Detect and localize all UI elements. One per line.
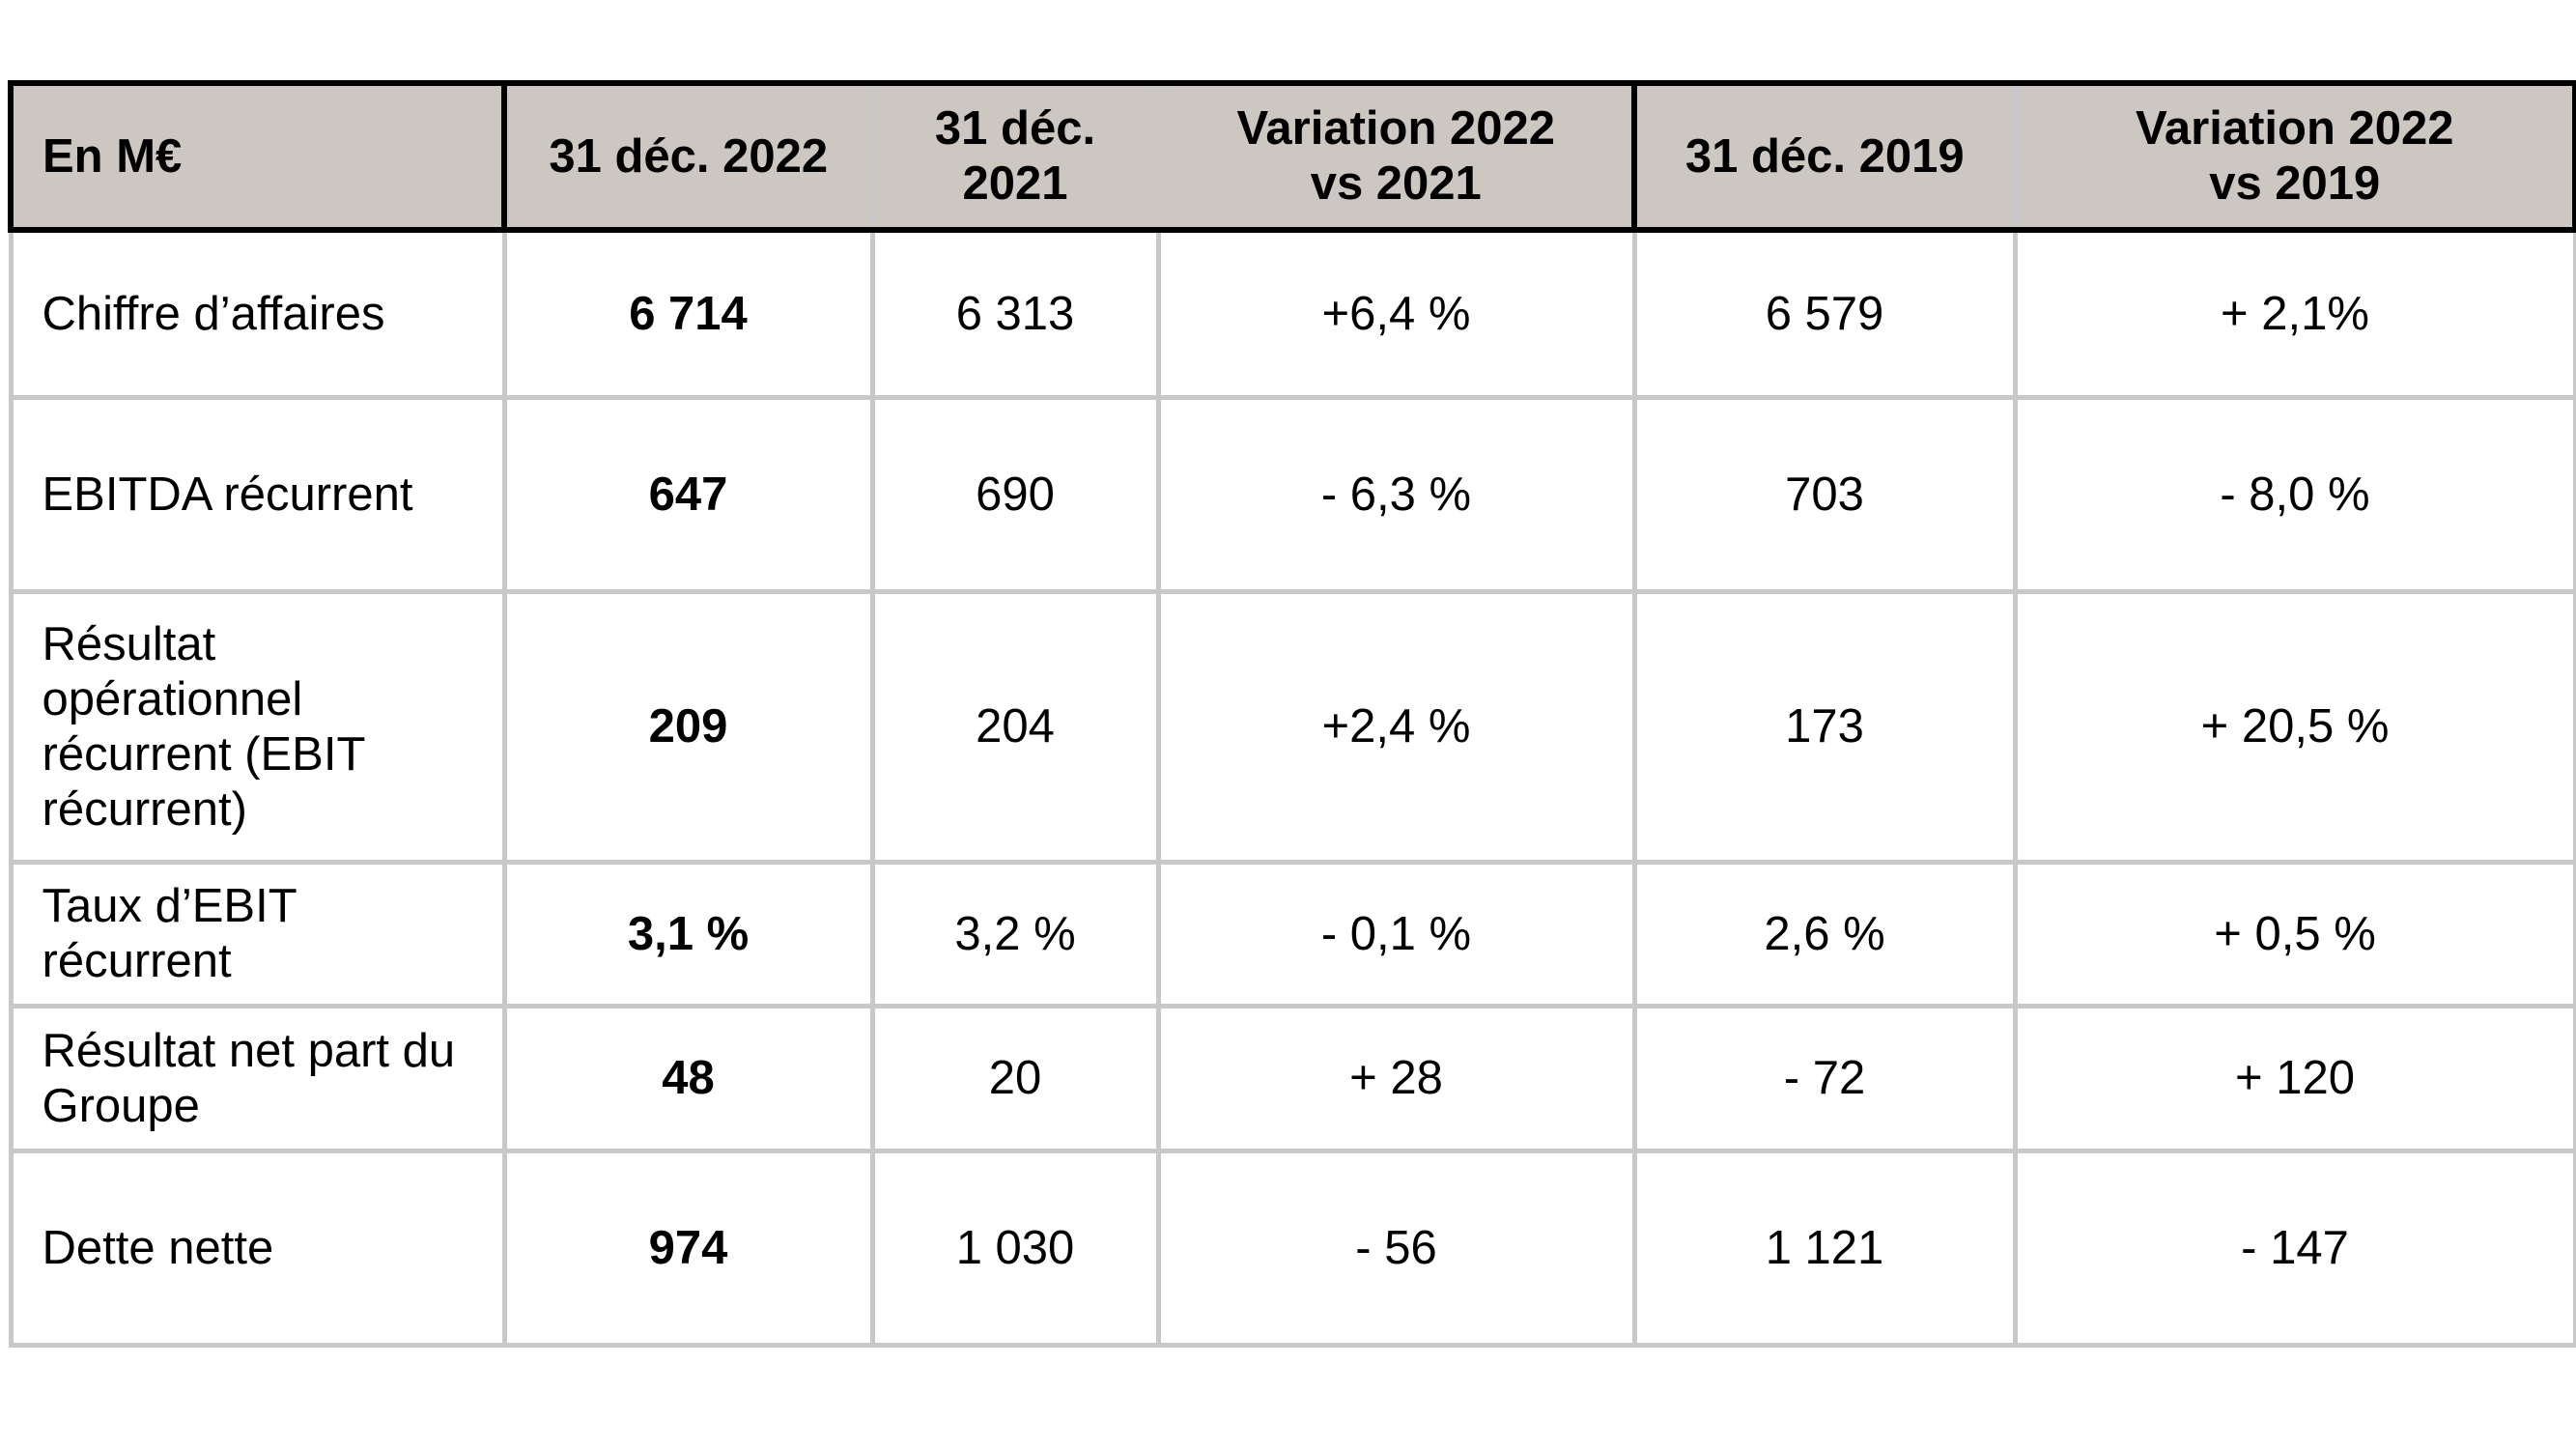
header-row: En M€ 31 déc. 2022 31 déc. 2021 Variatio… — [8, 80, 2576, 233]
cell-variation-2022-vs-2021: - 0,1 % — [1155, 860, 1637, 1009]
header-unit: En M€ — [8, 80, 507, 233]
row-label: Résultat net part du Groupe — [8, 1004, 507, 1153]
cell-variation-2022-vs-2021: +6,4 % — [1155, 227, 1637, 400]
cell-dec-2022: 6 714 — [501, 227, 875, 400]
cell-dec-2022: 647 — [501, 395, 875, 594]
header-variation-2022-vs-2019: Variation 2022 vs 2019 — [2012, 80, 2576, 233]
header-variation-2022-vs-2021: Variation 2022 vs 2021 — [1155, 80, 1637, 233]
cell-dec-2021: 204 — [869, 589, 1161, 865]
cell-variation-2022-vs-2019: + 0,5 % — [2012, 860, 2576, 1009]
cell-variation-2022-vs-2019: + 20,5 % — [2012, 589, 2576, 865]
table-body: Chiffre d’affaires 6 714 6 313 +6,4 % 6 … — [8, 227, 2576, 1348]
cell-variation-2022-vs-2021: - 6,3 % — [1155, 395, 1637, 594]
cell-dec-2021: 6 313 — [869, 227, 1161, 400]
cell-variation-2022-vs-2019: + 120 — [2012, 1004, 2576, 1153]
cell-dec-2019: 2,6 % — [1631, 860, 2018, 1009]
cell-variation-2022-vs-2021: +2,4 % — [1155, 589, 1637, 865]
cell-dec-2019: 703 — [1631, 395, 2018, 594]
cell-variation-2022-vs-2019: - 147 — [2012, 1149, 2576, 1348]
header-dec-2019: 31 déc. 2019 — [1631, 80, 2018, 233]
cell-dec-2019: 173 — [1631, 589, 2018, 865]
row-label: Résultat opérationnel récurrent (EBIT ré… — [8, 589, 507, 865]
table-row: Résultat opérationnel récurrent (EBIT ré… — [8, 589, 2576, 865]
cell-dec-2019: - 72 — [1631, 1004, 2018, 1153]
table-row: Dette nette 974 1 030 - 56 1 121 - 147 — [8, 1149, 2576, 1348]
row-label: EBITDA récurrent — [8, 395, 507, 594]
table-row: Taux d’EBIT récurrent 3,1 % 3,2 % - 0,1 … — [8, 860, 2576, 1009]
row-label: Chiffre d’affaires — [8, 227, 507, 400]
row-label: Dette nette — [8, 1149, 507, 1348]
cell-dec-2021: 690 — [869, 395, 1161, 594]
cell-variation-2022-vs-2019: - 8,0 % — [2012, 395, 2576, 594]
table-row: EBITDA récurrent 647 690 - 6,3 % 703 - 8… — [8, 395, 2576, 594]
cell-dec-2021: 20 — [869, 1004, 1161, 1153]
header-dec-2021: 31 déc. 2021 — [869, 80, 1161, 233]
financial-summary-table: En M€ 31 déc. 2022 31 déc. 2021 Variatio… — [8, 80, 2576, 1348]
cell-dec-2019: 1 121 — [1631, 1149, 2018, 1348]
cell-dec-2021: 1 030 — [869, 1149, 1161, 1348]
cell-dec-2022: 209 — [501, 589, 875, 865]
table-header: En M€ 31 déc. 2022 31 déc. 2021 Variatio… — [8, 80, 2576, 233]
cell-variation-2022-vs-2019: + 2,1% — [2012, 227, 2576, 400]
cell-dec-2022: 3,1 % — [501, 860, 875, 1009]
cell-variation-2022-vs-2021: + 28 — [1155, 1004, 1637, 1153]
header-dec-2022: 31 déc. 2022 — [501, 80, 875, 233]
financial-summary-table-wrapper: En M€ 31 déc. 2022 31 déc. 2021 Variatio… — [8, 80, 2576, 1348]
cell-dec-2022: 48 — [501, 1004, 875, 1153]
table-row: Résultat net part du Groupe 48 20 + 28 -… — [8, 1004, 2576, 1153]
cell-dec-2019: 6 579 — [1631, 227, 2018, 400]
cell-variation-2022-vs-2021: - 56 — [1155, 1149, 1637, 1348]
cell-dec-2021: 3,2 % — [869, 860, 1161, 1009]
row-label: Taux d’EBIT récurrent — [8, 860, 507, 1009]
table-row: Chiffre d’affaires 6 714 6 313 +6,4 % 6 … — [8, 227, 2576, 400]
cell-dec-2022: 974 — [501, 1149, 875, 1348]
